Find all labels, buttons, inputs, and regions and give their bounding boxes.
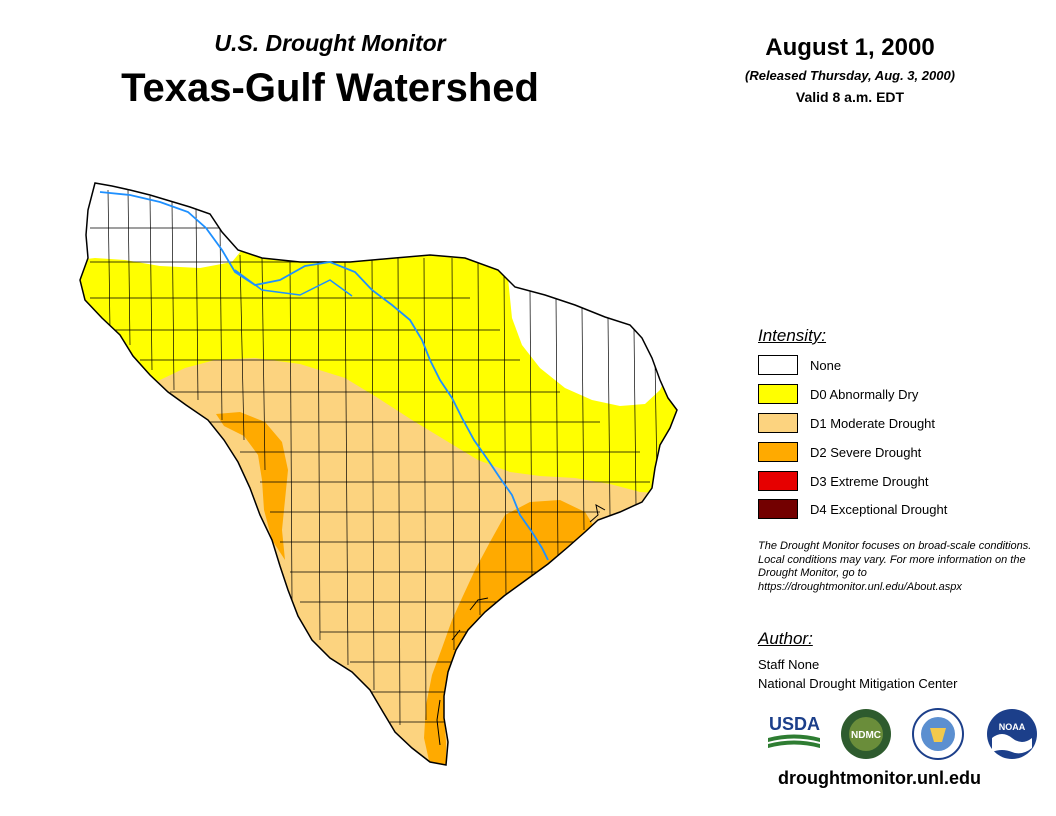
map-date: August 1, 2000: [765, 34, 935, 61]
map-title: Texas-Gulf Watershed: [121, 66, 539, 110]
legend-swatch: [758, 355, 798, 375]
no-drought-area-east: [508, 278, 670, 406]
usda-logo: USDA: [768, 714, 820, 748]
map-subtitle: U.S. Drought Monitor: [214, 30, 446, 56]
d2-severe-drought-area-west: [216, 412, 288, 560]
trinity-red-river: [99, 191, 549, 561]
disclaimer-note: The Drought Monitor focuses on broad-sca…: [758, 540, 1032, 593]
legend-title: Intensity:: [758, 326, 827, 345]
footer-url[interactable]: droughtmonitor.unl.edu: [778, 768, 981, 788]
legend-swatch: [758, 384, 798, 404]
coastline: [436, 504, 606, 746]
legend-label: D1 Moderate Drought: [810, 416, 936, 431]
brazos-river: [234, 269, 353, 297]
valid-time: Valid 8 a.m. EDT: [795, 89, 905, 105]
legend-label: D2 Severe Drought: [810, 445, 922, 460]
legend-swatch: [758, 413, 798, 433]
release-date: (Released Thursday, Aug. 3, 2000): [745, 68, 955, 83]
ndmc-logo: NDMC: [841, 709, 891, 759]
no-drought-area-northwest: [80, 183, 250, 268]
svg-text:USDA: USDA: [769, 714, 820, 734]
svg-text:NDMC: NDMC: [851, 730, 881, 741]
svg-text:NOAA: NOAA: [999, 722, 1026, 732]
watershed-boundary: [79, 182, 678, 766]
legend-swatch: [758, 471, 798, 491]
author-title: Author:: [758, 629, 813, 648]
county-boundaries: [90, 189, 658, 726]
watershed-map: [79, 182, 678, 766]
author-org: National Drought Mitigation Center: [758, 676, 958, 691]
legend-label: D3 Extreme Drought: [810, 474, 929, 489]
doc-logo: [912, 708, 964, 760]
author-name: Staff None: [758, 657, 820, 672]
legend-label: D0 Abnormally Dry: [810, 387, 919, 402]
legend-label: D4 Exceptional Drought: [810, 502, 948, 517]
legend-swatch: [758, 442, 798, 462]
noaa-logo: NOAA: [987, 709, 1037, 759]
legend-swatch: [758, 499, 798, 519]
legend-label: None: [810, 358, 842, 373]
